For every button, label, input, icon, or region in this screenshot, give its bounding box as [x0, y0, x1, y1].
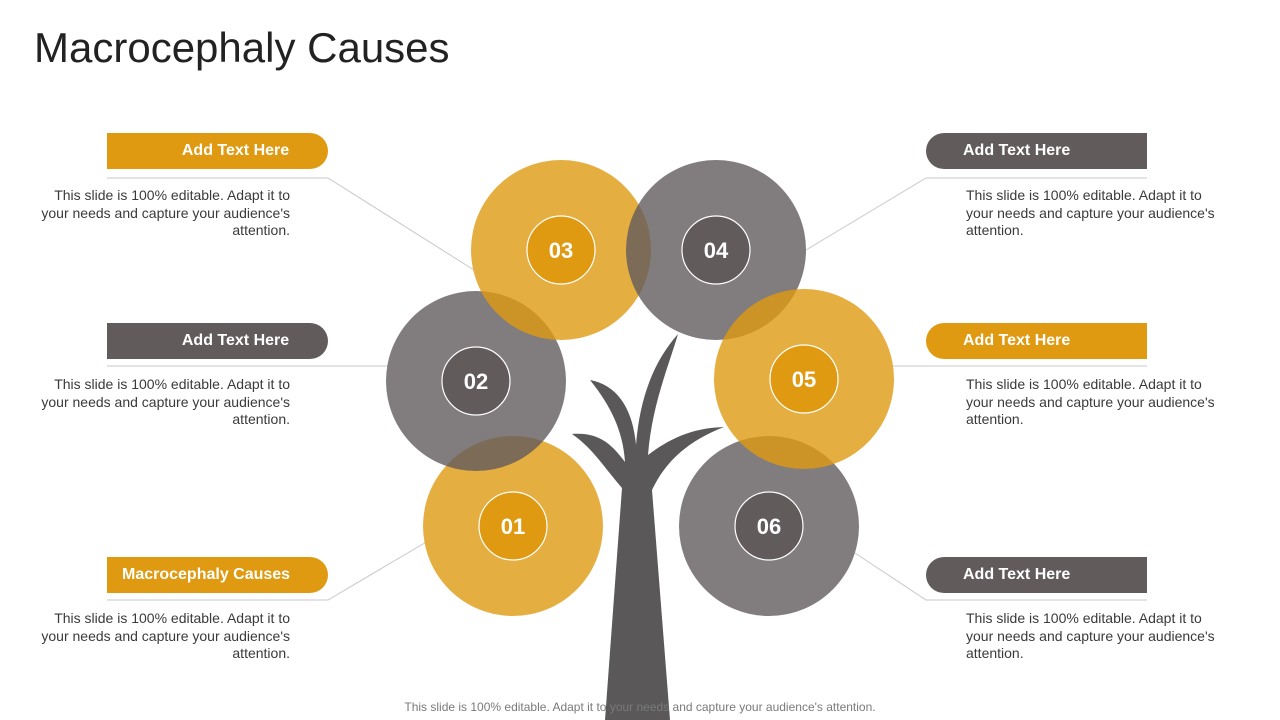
number-05: 05 [792, 367, 816, 392]
badge-02 [441, 346, 511, 416]
connector-04 [805, 177, 1147, 251]
number-02: 02 [464, 369, 488, 394]
tree-trunk [572, 334, 724, 720]
heading-03: Add Text Here [107, 133, 328, 169]
footer-note: This slide is 100% editable. Adapt it to… [404, 700, 876, 714]
heading-04: Add Text Here [926, 133, 1147, 169]
page-title: Macrocephaly Causes [34, 24, 450, 71]
badge-01 [478, 491, 548, 561]
badge-06 [734, 491, 804, 561]
description-03: This slide is 100% editable. Adapt it to… [41, 187, 290, 238]
description-01: This slide is 100% editable. Adapt it to… [41, 610, 290, 661]
description-06: This slide is 100% editable. Adapt it to… [966, 610, 1215, 661]
badge-04 [681, 215, 751, 285]
badge-05 [769, 344, 839, 414]
badge-03 [526, 215, 596, 285]
description-02: This slide is 100% editable. Adapt it to… [41, 376, 290, 427]
number-04: 04 [704, 238, 729, 263]
heading-06: Add Text Here [926, 557, 1147, 593]
heading-01: Macrocephaly Causes [107, 557, 328, 593]
connector-03 [107, 177, 475, 271]
number-03: 03 [549, 238, 573, 263]
connector-lines [107, 177, 1147, 601]
connector-06 [854, 552, 1147, 601]
number-01: 01 [501, 514, 525, 539]
connector-01 [107, 540, 429, 601]
description-05: This slide is 100% editable. Adapt it to… [966, 376, 1215, 427]
heading-05: Add Text Here [926, 323, 1147, 359]
number-06: 06 [757, 514, 781, 539]
heading-02: Add Text Here [107, 323, 328, 359]
description-04: This slide is 100% editable. Adapt it to… [966, 187, 1215, 238]
